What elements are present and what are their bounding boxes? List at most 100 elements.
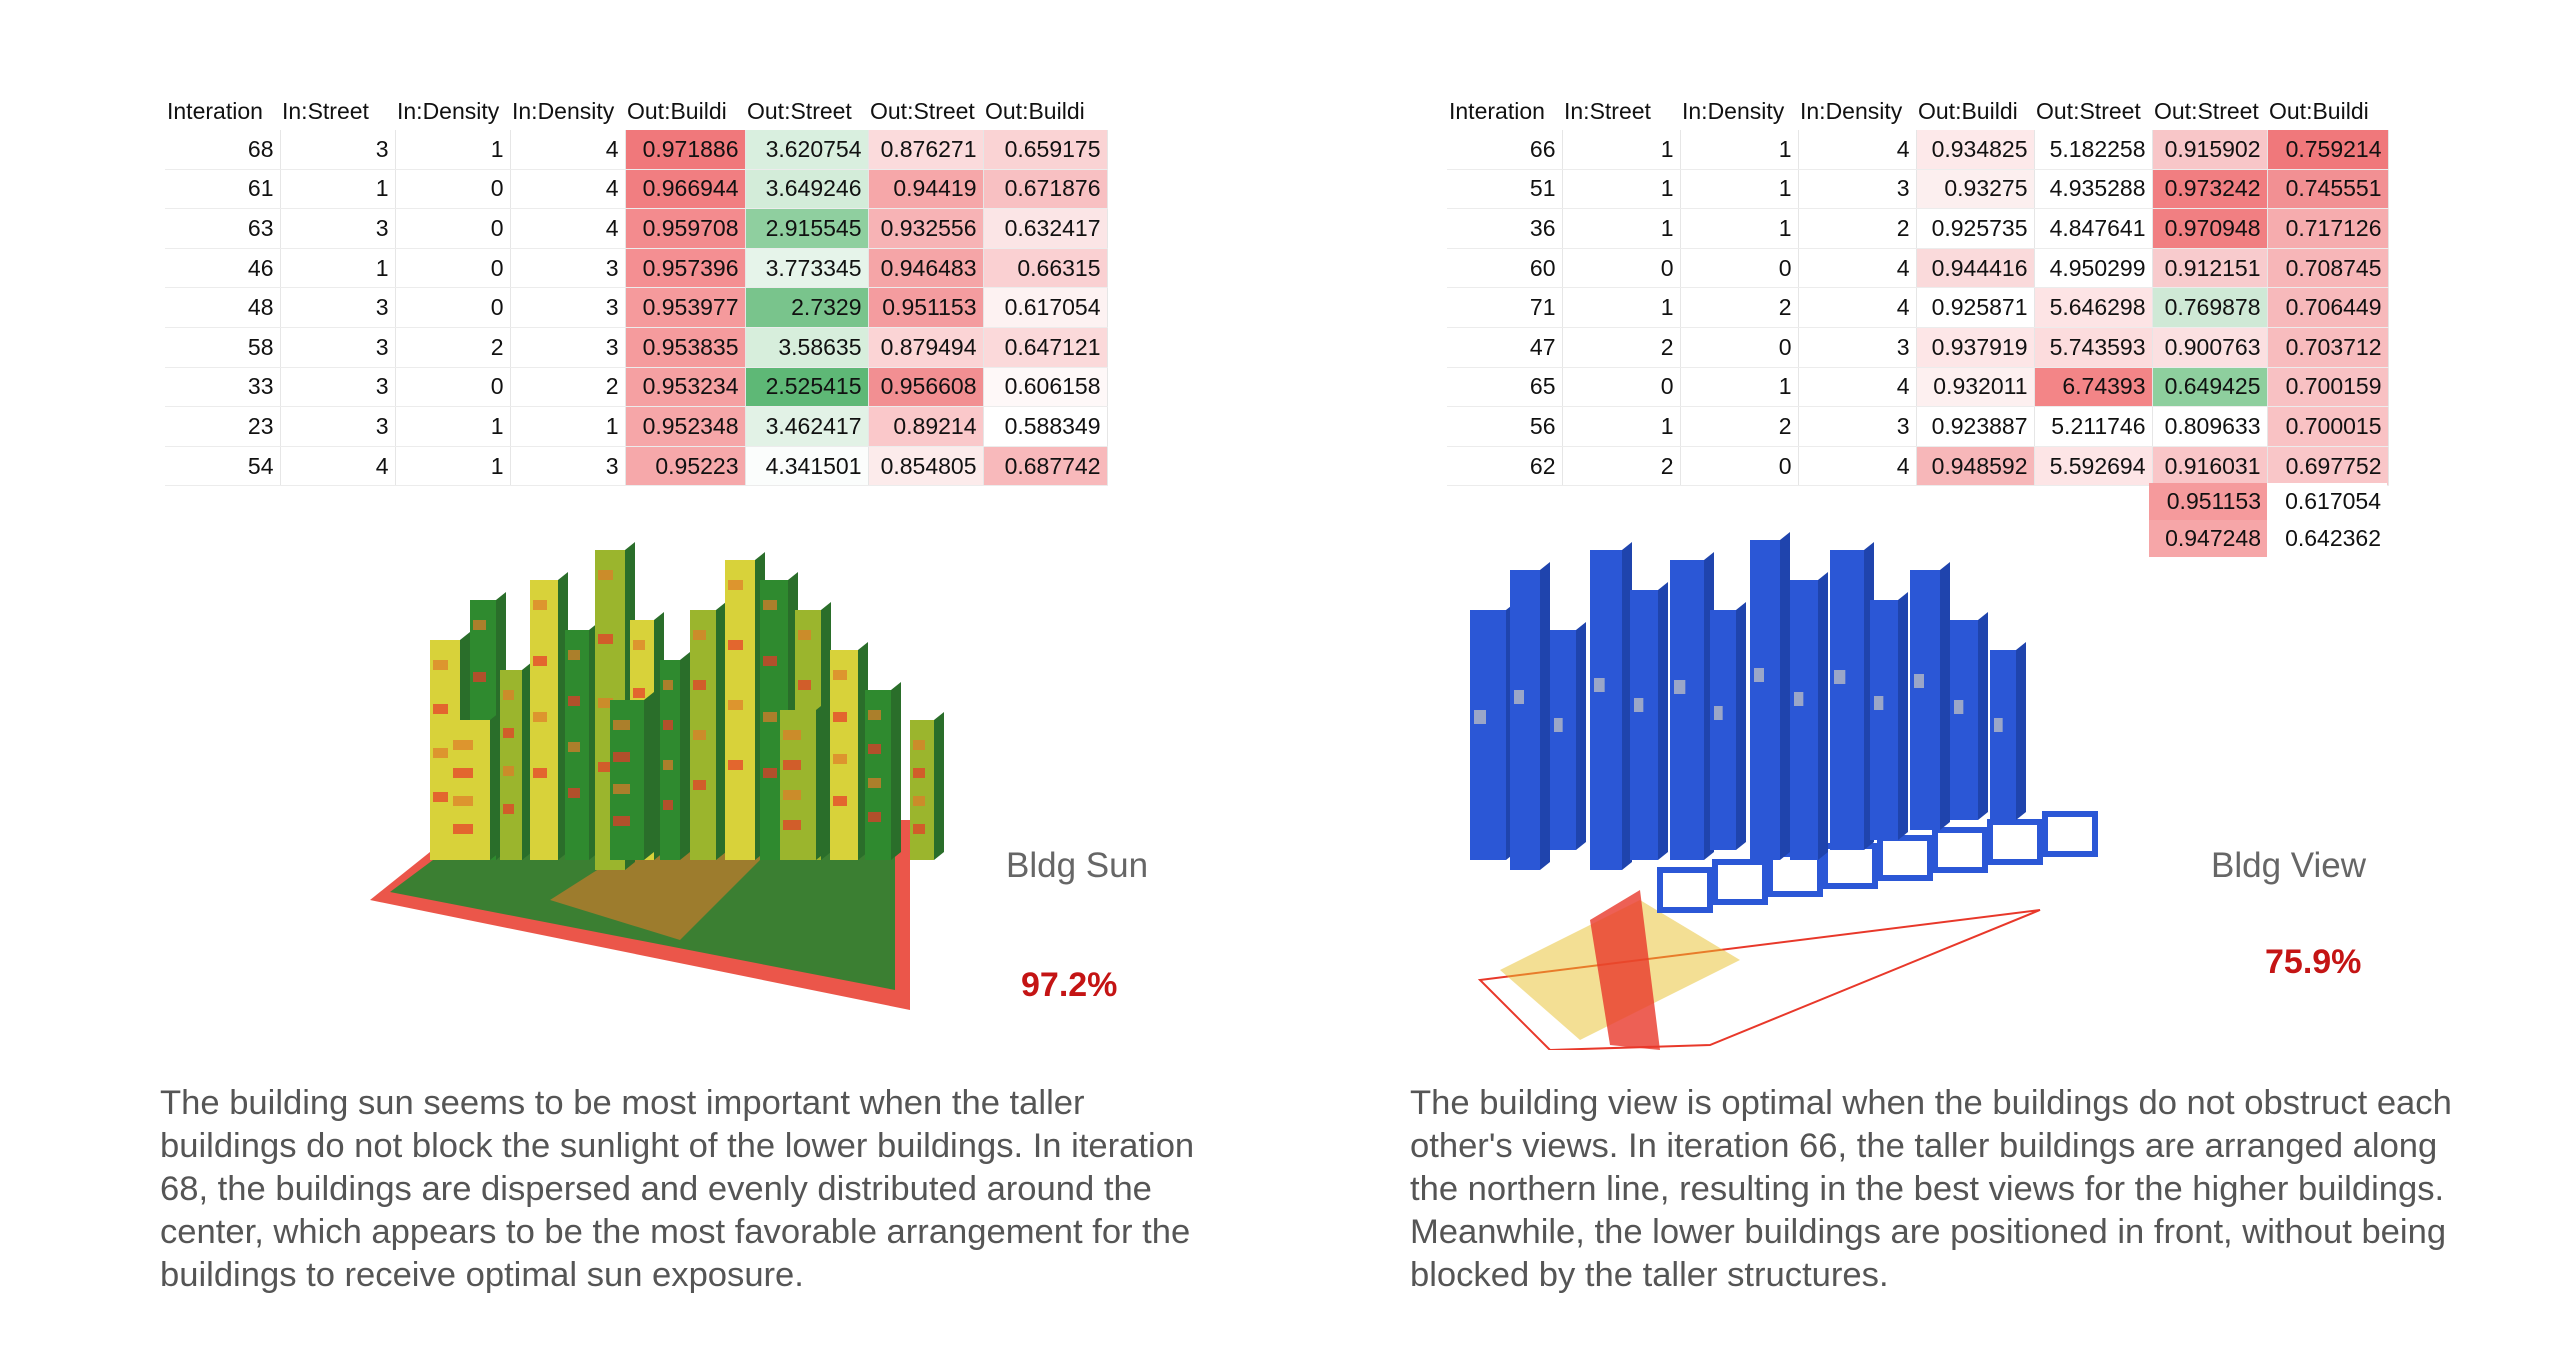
table-row: 33 3 0 2 0.953234 2.525415 0.956608 0.606158 <box>165 367 1108 408</box>
table-cell: 4.935288 <box>2034 169 2153 210</box>
table-cell: 0.89214 <box>868 406 984 447</box>
results-table-sun: Interation In:Street In:Density In:Density O… <box>165 92 1108 487</box>
table-cell: 0.953835 <box>625 327 746 368</box>
table-cell: 0.659175 <box>983 130 1108 170</box>
metric-value: 97.2% <box>1021 966 1118 1004</box>
table-row: 63 3 0 4 0.959708 2.915545 0.932556 0.632417 <box>165 208 1108 249</box>
table-cell: 0 <box>395 208 511 249</box>
table-cell: 0.642362 <box>2267 520 2387 557</box>
table-cell: 4 <box>1798 446 1917 487</box>
column-header: Out:Street <box>2154 97 2259 124</box>
table-row: 47 2 0 3 0.937919 5.743593 0.900763 0.703712 <box>1447 327 2389 368</box>
column-header: In:Density <box>1800 97 1903 124</box>
building-view-model-image <box>1470 532 2098 1050</box>
table-cell: 0.703712 <box>2267 327 2389 368</box>
column-header: Out:Buildi <box>2269 97 2369 124</box>
table-cell: 33 <box>165 367 281 408</box>
table-cell: 2 <box>1562 327 1681 368</box>
table-row: 54 4 1 3 0.95223 4.341501 0.854805 0.687742 <box>165 446 1108 487</box>
table-cell: 3 <box>510 327 626 368</box>
table-cell: 0.876271 <box>868 130 984 170</box>
table-cell: 0.687742 <box>983 446 1108 487</box>
table-cell: 5.211746 <box>2034 406 2153 447</box>
table-row: 56 1 2 3 0.923887 5.211746 0.809633 0.700015 <box>1447 406 2389 447</box>
table-row: 46 1 0 3 0.957396 3.773345 0.946483 0.66315 <box>165 248 1108 289</box>
table-cell: 1 <box>1562 169 1681 210</box>
table-cell: 1 <box>1562 130 1681 170</box>
table-header-row: Interation In:Street In:Density In:Density O… <box>165 92 1107 130</box>
metric-label: Bldg Sun <box>1006 846 1149 885</box>
column-header: In:Density <box>512 97 615 124</box>
table-cell: 65 <box>1447 367 1563 408</box>
column-header: Out:Street <box>2036 97 2141 124</box>
table-cell: 0 <box>1562 248 1681 289</box>
table-cell: 61 <box>165 169 281 210</box>
building-sun-model-image <box>370 542 944 1010</box>
table-cell: 5.182258 <box>2034 130 2153 170</box>
table-cell: 0.632417 <box>983 208 1108 249</box>
table-cell: 0.947248 <box>2149 520 2267 557</box>
table-cell: 4.847641 <box>2034 208 2153 249</box>
table-cell: 1 <box>280 169 396 210</box>
table-cell: 1 <box>1562 208 1681 249</box>
table-cell: 0.706449 <box>2267 287 2389 328</box>
table-cell: 1 <box>395 406 511 447</box>
table-cell: 0.745551 <box>2267 169 2389 210</box>
table-cell: 1 <box>1562 406 1681 447</box>
table-cell: 0.948592 <box>1916 446 2035 487</box>
table-cell: 54 <box>165 446 281 487</box>
table-cell: 3 <box>1798 406 1917 447</box>
table-cell: 0.973242 <box>2152 169 2268 210</box>
table-cell: 2 <box>1680 287 1799 328</box>
table-cell: 0.94419 <box>868 169 984 210</box>
table-cell: 0.937919 <box>1916 327 2035 368</box>
table-cell: 0.925735 <box>1916 208 2035 249</box>
table-cell: 1 <box>1680 208 1799 249</box>
table-cell: 0.951153 <box>868 287 984 328</box>
table-row: 60 0 0 4 0.944416 4.950299 0.912151 0.708745 <box>1447 248 2389 289</box>
table-cell: 0 <box>1562 367 1681 408</box>
table-cell: 60 <box>1447 248 1563 289</box>
table-cell: 0.697752 <box>2267 446 2389 487</box>
table-row: 51 1 1 3 0.93275 4.935288 0.973242 0.745551 <box>1447 169 2389 210</box>
table-cell: 66 <box>1447 130 1563 170</box>
table-cell: 3.773345 <box>745 248 869 289</box>
table-cell: 1 <box>1680 130 1799 170</box>
table-cell: 6.74393 <box>2034 367 2153 408</box>
table-cell: 5.592694 <box>2034 446 2153 487</box>
table-row: 0.947248 0.642362 <box>2149 520 2387 557</box>
table-cell: 3 <box>1798 327 1917 368</box>
table-cell: 0.916031 <box>2152 446 2268 487</box>
description-text: The building sun seems to be most import… <box>160 1084 1195 1294</box>
table-cell: 0.953234 <box>625 367 746 408</box>
table-cell: 0.617054 <box>983 287 1108 328</box>
table-cell: 0.912151 <box>2152 248 2268 289</box>
table-cell: 0.649425 <box>2152 367 2268 408</box>
table-cell: 0.854805 <box>868 446 984 487</box>
table-cell: 4 <box>1798 287 1917 328</box>
table-row: 23 3 1 1 0.952348 3.462417 0.89214 0.588349 <box>165 406 1108 447</box>
table-cell: 3 <box>280 327 396 368</box>
table-cell: 0.900763 <box>2152 327 2268 368</box>
table-cell: 2 <box>395 327 511 368</box>
table-cell: 0.925871 <box>1916 287 2035 328</box>
column-header: Interation <box>167 97 263 124</box>
table-cell: 0.700159 <box>2267 367 2389 408</box>
table-cell: 0.966944 <box>625 169 746 210</box>
table-cell: 4 <box>1798 130 1917 170</box>
table-cell: 0.932556 <box>868 208 984 249</box>
table-cell: 0 <box>1680 248 1799 289</box>
table-row: 61 1 0 4 0.966944 3.649246 0.94419 0.671876 <box>165 169 1108 210</box>
column-header: In:Density <box>397 97 500 124</box>
table-cell: 2.525415 <box>745 367 869 408</box>
table-cell: 63 <box>165 208 281 249</box>
table-cell: 0.93275 <box>1916 169 2035 210</box>
table-cell: 68 <box>165 130 281 170</box>
table-cell: 58 <box>165 327 281 368</box>
column-header: Out:Street <box>870 97 975 124</box>
table-row: 48 3 0 3 0.953977 2.7329 0.951153 0.617054 <box>165 287 1108 328</box>
table-cell: 3 <box>280 287 396 328</box>
table-cell: 3 <box>280 208 396 249</box>
table-cell: 48 <box>165 287 281 328</box>
table-cell: 46 <box>165 248 281 289</box>
